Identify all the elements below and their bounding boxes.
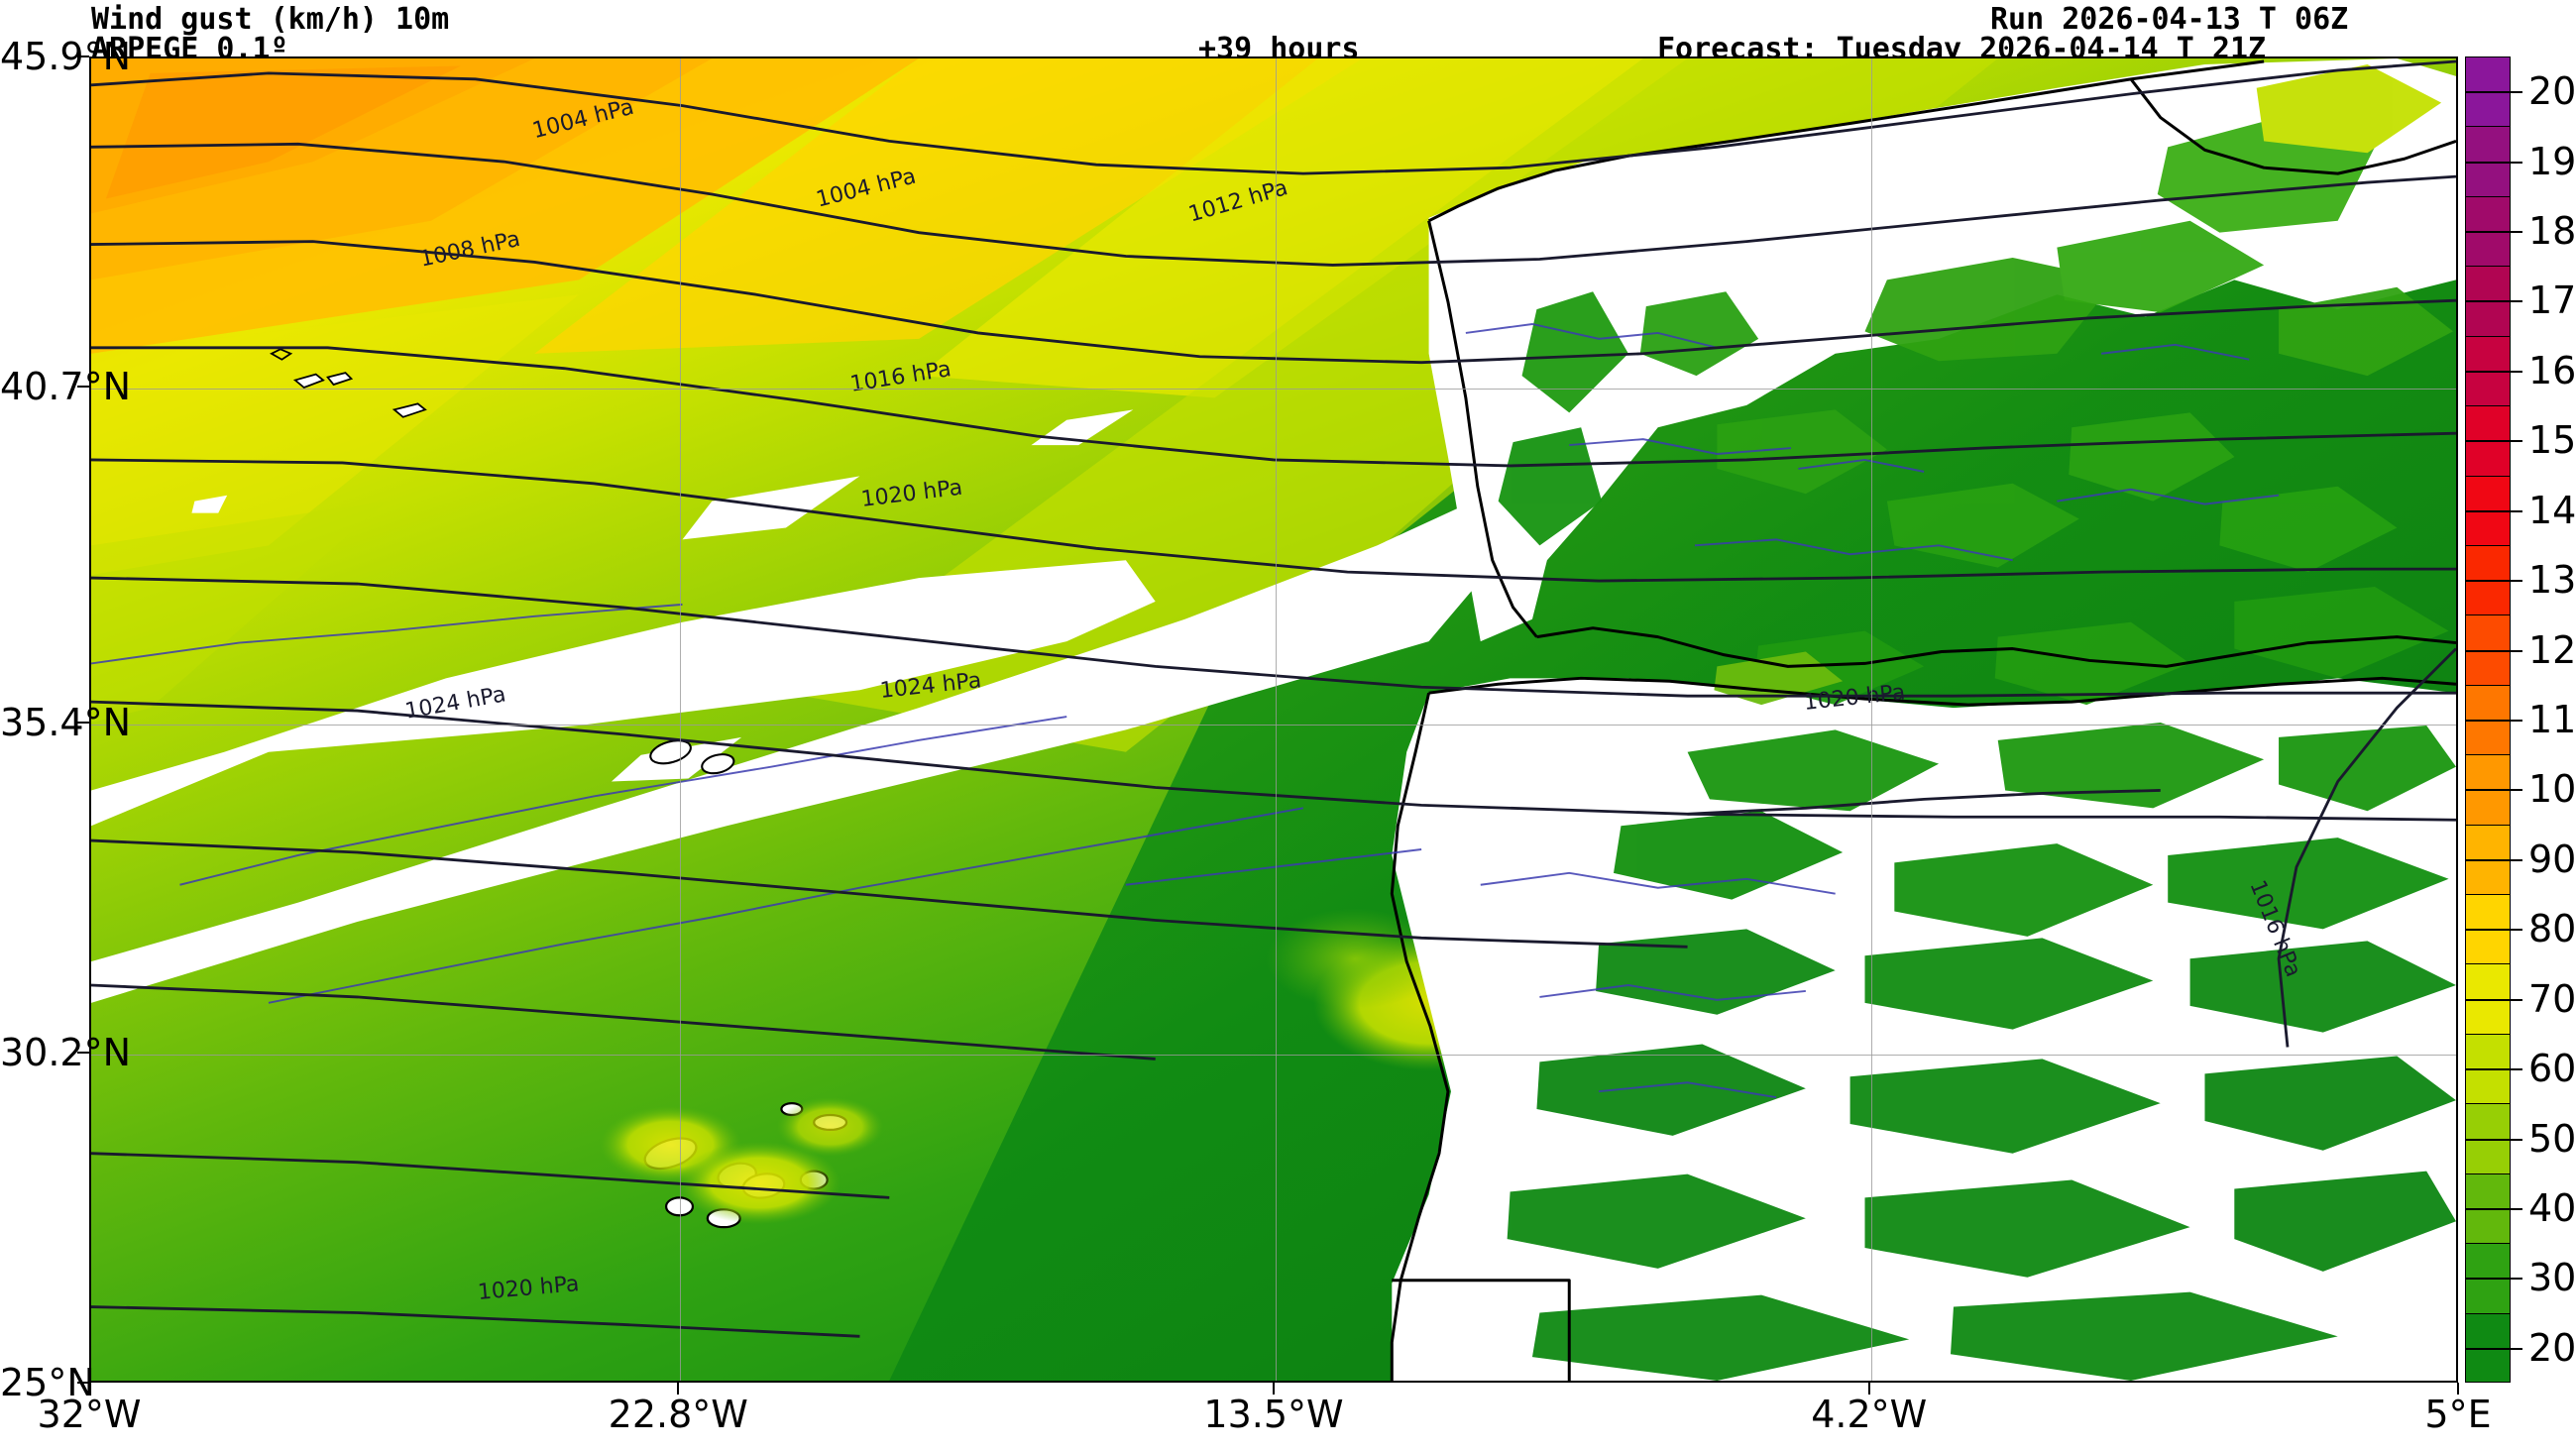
longitude-tick-label-2: 13.5°W: [1203, 1393, 1344, 1436]
latitude-tick-2: [77, 722, 89, 725]
graticule-parallel-3: [91, 1055, 2456, 1057]
longitude-tick-label-0: 32°W: [37, 1393, 142, 1436]
graticule-parallel-1: [91, 388, 2456, 390]
latitude-tick-0: [77, 56, 89, 57]
colorbar-segment-20: [2466, 1313, 2510, 1382]
colorbar-divider-190: [2465, 126, 2511, 128]
colorbar-label-160: 160: [2528, 348, 2576, 392]
colorbar-divider-20: [2465, 1312, 2511, 1314]
page-title: Wind gust (km/h) 10m: [91, 2, 450, 37]
colorbar-tick-30: [2465, 1278, 2522, 1281]
colorbar-divider-160: [2465, 335, 2511, 337]
colorbar-divider-170: [2465, 266, 2511, 268]
colorbar-divider-130: [2465, 544, 2511, 546]
colorbar-label-110: 110: [2528, 698, 2576, 741]
colorbar-tick-110: [2465, 720, 2522, 722]
colorbar-label-150: 150: [2528, 418, 2576, 463]
graticule-meridian-3: [1870, 58, 1872, 1381]
colorbar-label-130: 130: [2528, 558, 2576, 603]
colorbar-tick-100: [2465, 789, 2522, 792]
colorbar-tick-140: [2465, 509, 2522, 512]
longitude-tick-label-1: 22.8°W: [608, 1393, 748, 1436]
latitude-tick-1: [77, 385, 89, 388]
longitude-tick-label-3: 4.2°W: [1811, 1393, 1928, 1436]
colorbar-tick-80: [2465, 929, 2522, 932]
colorbar-tick-40: [2465, 1207, 2522, 1210]
graticule-meridian-2: [1276, 58, 1277, 1381]
graticule-parallel-2: [91, 725, 2456, 726]
colorbar-label-180: 180: [2528, 209, 2576, 254]
colorbar-label-190: 190: [2528, 139, 2576, 183]
colorbar-label-60: 60: [2528, 1047, 2576, 1091]
colorbar-divider-140: [2465, 475, 2511, 477]
colorbar-label-50: 50: [2528, 1116, 2576, 1161]
latitude-tick-label-2: 35.4°N: [0, 701, 132, 745]
graticule-meridian-1: [680, 58, 682, 1381]
colorbar-tick-60: [2465, 1068, 2522, 1071]
colorbar-tick-180: [2465, 231, 2522, 234]
colorbar-divider-40: [2465, 1173, 2511, 1174]
colorbar-divider-80: [2465, 894, 2511, 896]
weather-map[interactable]: 1004 hPa 1004 hPa 1008 hPa 1012 hPa 1016 hP…: [89, 56, 2458, 1383]
colorbar-tick-20: [2465, 1347, 2522, 1350]
map-canvas: 1004 hPa 1004 hPa 1008 hPa 1012 hPa 1016 hP…: [91, 58, 2456, 1381]
colorbar-divider-120: [2465, 614, 2511, 616]
longitude-tick-2: [1273, 1383, 1275, 1395]
colorbar-label-30: 30: [2528, 1256, 2576, 1300]
colorbar-tick-120: [2465, 649, 2522, 652]
colorbar-label-40: 40: [2528, 1185, 2576, 1230]
longitude-tick-label-4: 5°E: [2424, 1393, 2492, 1436]
colorbar-tick-190: [2465, 161, 2522, 164]
latitude-tick-3: [77, 1052, 89, 1055]
colorbar-label-90: 90: [2528, 837, 2576, 881]
latitude-tick-label-3: 30.2°N: [0, 1031, 132, 1075]
colorbar-tick-130: [2465, 580, 2522, 583]
longitude-tick-1: [677, 1383, 680, 1395]
colorbar-divider-150: [2465, 405, 2511, 407]
colorbar-label-100: 100: [2528, 767, 2576, 812]
colorbar-tick-50: [2465, 1138, 2522, 1141]
colorbar-tick-70: [2465, 998, 2522, 1001]
model-run-label: Run 2026-04-13 T 06Z: [1990, 2, 2349, 37]
colorbar-divider-30: [2465, 1243, 2511, 1245]
colorbar-divider-50: [2465, 1103, 2511, 1105]
header-bar: Wind gust (km/h) 10m ARPEGE 0.1º +39 hou…: [0, 0, 2576, 66]
map-raster: 1004 hPa: [91, 58, 2456, 1381]
colorbar-tick-90: [2465, 858, 2522, 861]
longitude-tick-0: [88, 1383, 90, 1395]
colorbar-divider-180: [2465, 195, 2511, 197]
latitude-tick-label-1: 40.7°N: [0, 364, 132, 408]
colorbar-label-20: 20: [2528, 1325, 2576, 1370]
longitude-tick-4: [2457, 1383, 2459, 1395]
longitude-tick-3: [1867, 1383, 1870, 1395]
colorbar-label-80: 80: [2528, 907, 2576, 951]
latitude-tick-label-0: 45.9°N: [0, 35, 132, 78]
colorbar-tick-150: [2465, 440, 2522, 443]
latitude-tick-4: [77, 1382, 89, 1384]
colorbar-divider-70: [2465, 963, 2511, 965]
colorbar-label-120: 120: [2528, 627, 2576, 672]
colorbar-tick-160: [2465, 370, 2522, 373]
colorbar-divider-90: [2465, 824, 2511, 826]
colorbar-tick-200: [2465, 91, 2522, 94]
colorbar-divider-110: [2465, 684, 2511, 686]
colorbar-divider-100: [2465, 754, 2511, 756]
colorbar-label-140: 140: [2528, 488, 2576, 532]
colorbar-divider-60: [2465, 1033, 2511, 1035]
colorbar-tick-170: [2465, 300, 2522, 303]
colorbar-label-200: 200: [2528, 69, 2576, 114]
colorbar-label-170: 170: [2528, 279, 2576, 323]
colorbar-label-70: 70: [2528, 976, 2576, 1021]
